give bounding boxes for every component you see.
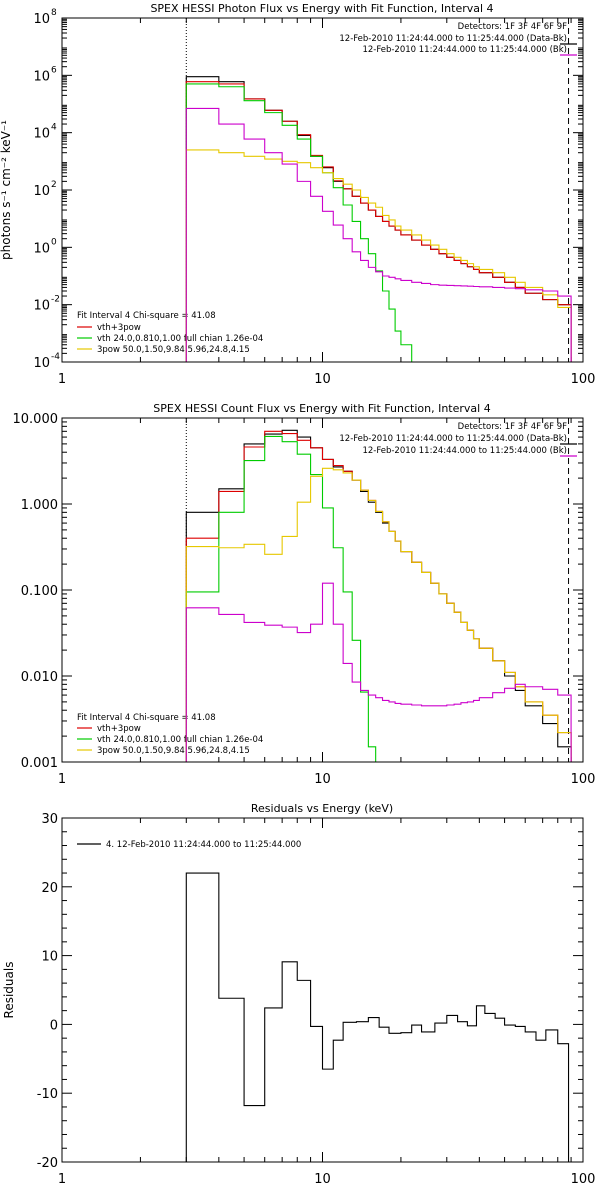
y-tick-label: 10 <box>33 241 50 256</box>
series-group <box>185 429 572 762</box>
y-tick-label: 10 <box>33 184 50 199</box>
plot-frame <box>61 17 584 363</box>
x-tick-label: 1 <box>58 1172 66 1187</box>
series-line <box>185 872 570 1162</box>
series-line <box>185 76 572 362</box>
residuals-legend-label: 4. 12-Feb-2010 11:24:44.000 to 11:25:44.… <box>106 840 301 850</box>
photon-flux-header: Detectors: 1F 3F 4F 6F 9F 12-Feb-2010 11… <box>339 22 567 55</box>
count-flux-detectors: Detectors: 1F 3F 4F 6F 9F <box>458 422 567 432</box>
photon-flux-detectors: Detectors: 1F 3F 4F 6F 9F <box>458 22 567 32</box>
x-tick-label: 10 <box>314 372 331 387</box>
y-tick-label: 1.000 <box>21 498 58 513</box>
y-tick-label: 10 <box>33 69 50 84</box>
y-tick-label: 10 <box>33 356 50 371</box>
y-tick-label: 10 <box>33 12 50 27</box>
y-tick-exponent: -4 <box>51 352 60 362</box>
photon-flux-title: SPEX HESSI Photon Flux vs Energy with Fi… <box>150 2 493 15</box>
y-tick-label: 0 <box>50 1018 58 1033</box>
series-line <box>185 81 572 362</box>
x-tick-label: 100 <box>571 1172 596 1187</box>
y-tick-label: 10 <box>41 950 58 965</box>
photon-flux-legend-label: vth+3pow <box>97 323 141 333</box>
series-line <box>185 435 383 762</box>
x-tick-label: 10 <box>314 772 331 787</box>
y-tick-exponent: 4 <box>51 123 57 133</box>
x-tick-label: 100 <box>571 772 596 787</box>
series-line <box>185 582 572 762</box>
y-tick-label: 20 <box>41 881 58 896</box>
series-group <box>185 872 570 1162</box>
photon-flux-data-interval: 12-Feb-2010 11:24:44.000 to 11:25:44.000… <box>339 34 567 44</box>
series-group <box>185 76 572 362</box>
y-tick-exponent: 6 <box>51 65 57 75</box>
residuals-legend: 4. 12-Feb-2010 11:24:44.000 to 11:25:44.… <box>106 840 301 850</box>
count-flux-legend: Fit Interval 4 Chi-square = 41.08 vth+3p… <box>77 713 263 756</box>
count-flux-panel: SPEX HESSI Count Flux vs Energy with Fit… <box>13 402 596 787</box>
series-line <box>185 149 572 362</box>
y-tick-label: 0.010 <box>21 670 58 685</box>
residuals-title: Residuals vs Energy (keV) <box>251 802 393 815</box>
count-flux-legend-title: Fit Interval 4 Chi-square = 41.08 <box>77 713 216 723</box>
y-tick-exponent: 0 <box>51 237 57 247</box>
x-tick-label: 1 <box>58 372 66 387</box>
y-tick-label: 10 <box>33 127 50 142</box>
photon-flux-legend-label: vth 24.0,0.810,1.00 full chian 1.26e-04 <box>97 334 263 344</box>
photon-flux-legend-title: Fit Interval 4 Chi-square = 41.08 <box>77 311 216 321</box>
y-tick-exponent: 8 <box>51 8 57 18</box>
y-tick-label: 10 <box>33 299 50 314</box>
residuals-ylabel: Residuals <box>2 962 16 1019</box>
residuals-panel: Residuals vs Energy (keV) Residuals 4. 1… <box>2 802 595 1187</box>
y-tick-label: -10 <box>37 1087 58 1102</box>
x-tick-label: 10 <box>314 1172 331 1187</box>
y-tick-exponent: 2 <box>51 180 57 190</box>
x-tick-label: 100 <box>571 372 596 387</box>
count-flux-legend-label: 3pow 50.0,1.50,9.84,5.96,24.8,4.15 <box>97 746 250 756</box>
photon-flux-panel: SPEX HESSI Photon Flux vs Energy with Fi… <box>0 2 595 387</box>
y-tick-label: -20 <box>37 1156 58 1171</box>
count-flux-header: Detectors: 1F 3F 4F 6F 9F 12-Feb-2010 11… <box>339 422 567 456</box>
photon-flux-ylabel: photons s⁻¹ cm⁻² keV⁻¹ <box>0 120 13 260</box>
y-tick-label: 10.000 <box>13 412 59 427</box>
series-line <box>185 83 422 362</box>
plot-frame <box>61 817 584 1163</box>
y-tick-exponent: -2 <box>51 295 60 305</box>
count-flux-title: SPEX HESSI Count Flux vs Energy with Fit… <box>153 402 490 415</box>
x-tick-label: 1 <box>58 772 66 787</box>
plot-area: 1 10 100 0.001 0.010 0.100 1.000 10.000 <box>13 412 596 787</box>
series-line <box>185 467 572 762</box>
series-line <box>185 107 572 362</box>
photon-flux-legend-label: 3pow 50.0,1.50,9.84,5.96,24.8,4.15 <box>97 345 250 355</box>
y-tick-label: 30 <box>41 812 58 827</box>
plot-frame <box>61 417 584 763</box>
count-flux-data-interval: 12-Feb-2010 11:24:44.000 to 11:25:44.000… <box>339 434 567 444</box>
y-tick-label: 0.100 <box>21 584 58 599</box>
plot-area: 1 10 100 -20 -10 0 10 20 30 <box>37 812 596 1187</box>
count-flux-bk-interval: 12-Feb-2010 11:24:44.000 to 11:25:44.000… <box>362 446 567 456</box>
photon-flux-legend: Fit Interval 4 Chi-square = 41.08 vth+3p… <box>77 311 263 355</box>
y-tick-label: 0.001 <box>21 756 58 771</box>
photon-flux-bk-interval: 12-Feb-2010 11:24:44.000 to 11:25:44.000… <box>362 45 567 55</box>
count-flux-legend-label: vth+3pow <box>97 724 141 734</box>
count-flux-legend-label: vth 24.0,0.810,1.00 full chian 1.26e-04 <box>97 735 263 745</box>
